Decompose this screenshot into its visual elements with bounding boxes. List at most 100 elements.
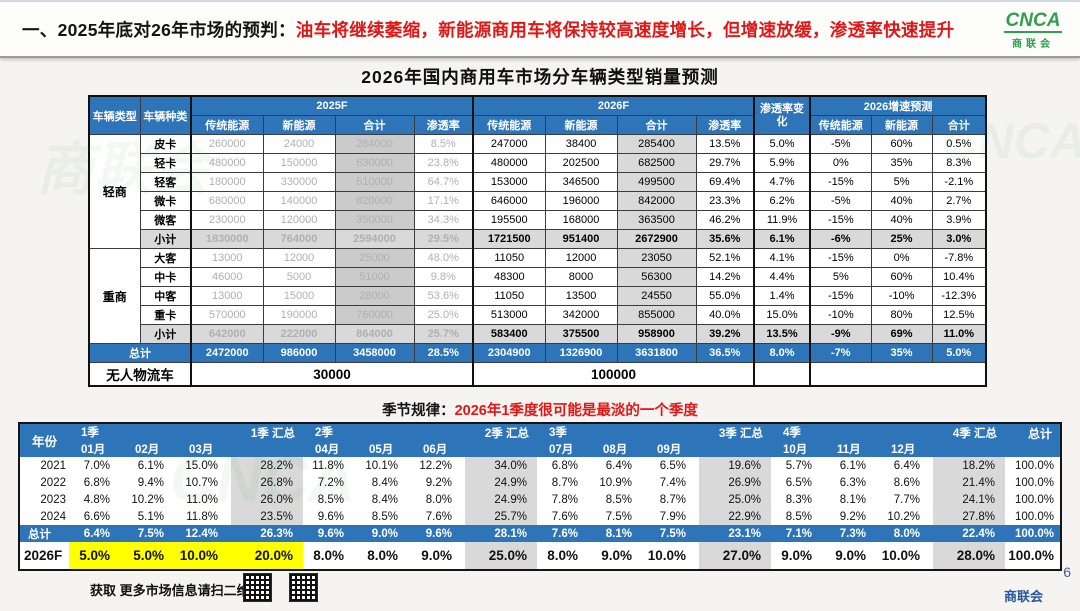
data-cell: 8.0%: [879, 525, 933, 542]
header-total: 总计: [1005, 423, 1061, 457]
page-title-forecast: 油车将继续萎缩，新能源商用车将保持较高速度增长，但增速放缓，渗透率快速提升: [295, 19, 955, 40]
row-label: 微卡: [139, 191, 192, 211]
seasonal-table: 年份 1季 1季 汇总 2季 2季 汇总 3季 3季 汇总 4季 4季 汇总 总计 01月 02月 03…: [18, 422, 1062, 571]
empty-cell: [809, 362, 987, 387]
data-cell: -9%: [809, 324, 872, 344]
data-cell: 9.0%: [601, 548, 632, 563]
data-cell: 820000: [334, 191, 415, 211]
data-cell: -15%: [809, 210, 872, 230]
data-cell: 2.7%: [931, 191, 987, 211]
data-cell: 2472000: [190, 343, 264, 363]
data-cell: 3.9%: [931, 210, 987, 230]
page-number: 6: [1063, 564, 1071, 580]
header-2026f: 2026F: [472, 95, 755, 116]
data-cell: 247000: [472, 134, 546, 154]
data-cell: 26.8%: [231, 474, 303, 491]
data-cell: 11.0%: [931, 324, 987, 344]
data-cell: 6.1%: [753, 229, 811, 249]
sub-header: 合计: [616, 115, 697, 135]
month-header: 01月: [69, 440, 123, 457]
data-cell: 7.6%: [537, 525, 591, 542]
data-cell: 3458000: [334, 343, 415, 363]
data-cell: 346500: [544, 172, 618, 192]
data-cell: 6.8%: [551, 459, 578, 472]
row-label: 2021: [40, 459, 66, 472]
quarter-header: 4季: [771, 423, 933, 440]
data-cell: 8.0%: [547, 548, 578, 563]
data-cell: 11.0%: [186, 493, 218, 506]
data-cell: 350000: [334, 210, 415, 230]
data-cell: 21.4%: [933, 474, 1005, 491]
table-row: 01月 02月 03月 04月 05月 06月 07月 08月 09月 10月 11月 12月: [19, 440, 1061, 457]
data-cell: 951400: [544, 229, 618, 249]
data-cell: 12.4%: [177, 525, 231, 542]
unmanned-2026-value: 100000: [472, 362, 755, 387]
data-cell: 682500: [616, 153, 697, 173]
data-cell: 7.0%: [83, 459, 110, 472]
table-row: 2024 6.6% 5.1% 11.8% 23.5% 9.6% 8.5% 7.6% 25.7% 7…: [19, 508, 1061, 525]
data-cell: 284000: [334, 134, 415, 154]
table-row: 微卡 680000 140000 820000 17.1% 646000 196000 842…: [89, 191, 987, 211]
data-cell: 23.5%: [231, 508, 303, 525]
data-cell: 642000: [190, 324, 264, 344]
sub-header: 渗透率: [413, 115, 474, 135]
row-label: 轻客: [139, 172, 192, 192]
sub-header: 新能源: [870, 115, 933, 135]
data-cell: 11.8%: [312, 459, 344, 472]
data-cell: 4.1%: [753, 248, 811, 268]
data-cell: 10.7%: [185, 476, 218, 489]
data-cell: 6.5%: [785, 476, 812, 489]
data-cell: 25%: [870, 229, 933, 249]
sub-header: 新能源: [262, 115, 336, 135]
data-cell: 10.0%: [177, 542, 231, 570]
data-cell: 22.9%: [699, 508, 771, 525]
data-cell: 12000: [544, 248, 618, 268]
quarter-header: 3季: [537, 423, 699, 440]
data-cell: 480000: [472, 153, 546, 173]
data-cell: 7.6%: [425, 510, 452, 523]
data-cell: 25000: [334, 248, 415, 268]
data-cell: 3631800: [616, 343, 697, 363]
data-cell: 51000: [334, 267, 415, 287]
data-cell: 13000: [190, 248, 264, 268]
month-header: 08月: [591, 440, 645, 457]
data-cell: 8.4%: [371, 493, 398, 506]
data-cell: 8.3%: [931, 153, 987, 173]
data-cell: 28.1%: [465, 525, 537, 542]
row-label: 2022: [40, 476, 66, 489]
data-cell: 8000: [544, 267, 618, 287]
data-cell: 285400: [616, 134, 697, 154]
row-label: 总计: [19, 525, 69, 542]
data-cell: 8.5%: [605, 493, 632, 506]
data-cell: 69.4%: [695, 172, 755, 192]
data-cell: 8.7%: [551, 476, 578, 489]
row-label: 微客: [139, 210, 192, 230]
group-label: 轻商: [88, 134, 141, 249]
data-cell: 0%: [870, 248, 933, 268]
data-cell: 17.1%: [413, 191, 474, 211]
data-cell: 7.2%: [317, 476, 344, 489]
data-cell: 12000: [262, 248, 336, 268]
data-cell: 100.0%: [1008, 548, 1054, 563]
sub-header: 传统能源: [809, 115, 872, 135]
data-cell: 764000: [262, 229, 336, 249]
data-cell: 499500: [616, 172, 697, 192]
table-row: 车辆类型 车辆种类 2025F 2026F 渗透率变化 2026增速预测: [88, 95, 987, 135]
data-cell: 7.9%: [659, 510, 686, 523]
data-cell: 23050: [616, 248, 697, 268]
data-cell: -10%: [870, 286, 933, 306]
data-cell: 5.0%: [931, 343, 987, 363]
data-cell: 28.5%: [413, 343, 474, 363]
data-cell: 8.0%: [313, 548, 344, 563]
data-cell: 12.5%: [931, 305, 987, 325]
data-cell: 180000: [190, 172, 264, 192]
data-cell: 100.0%: [1014, 476, 1054, 489]
data-cell: 4.4%: [753, 267, 811, 287]
data-cell: 8.3%: [785, 493, 812, 506]
data-cell: 842000: [616, 191, 697, 211]
month-header: 09月: [645, 440, 699, 457]
data-cell: 6.8%: [83, 476, 110, 489]
quarter-sum-header: 3季 汇总: [699, 423, 771, 457]
quarter-header: 1季: [69, 423, 231, 440]
table-row: 轻商 皮卡 260000 24000 284000 8.5% 247000 38400 2854…: [88, 134, 987, 249]
